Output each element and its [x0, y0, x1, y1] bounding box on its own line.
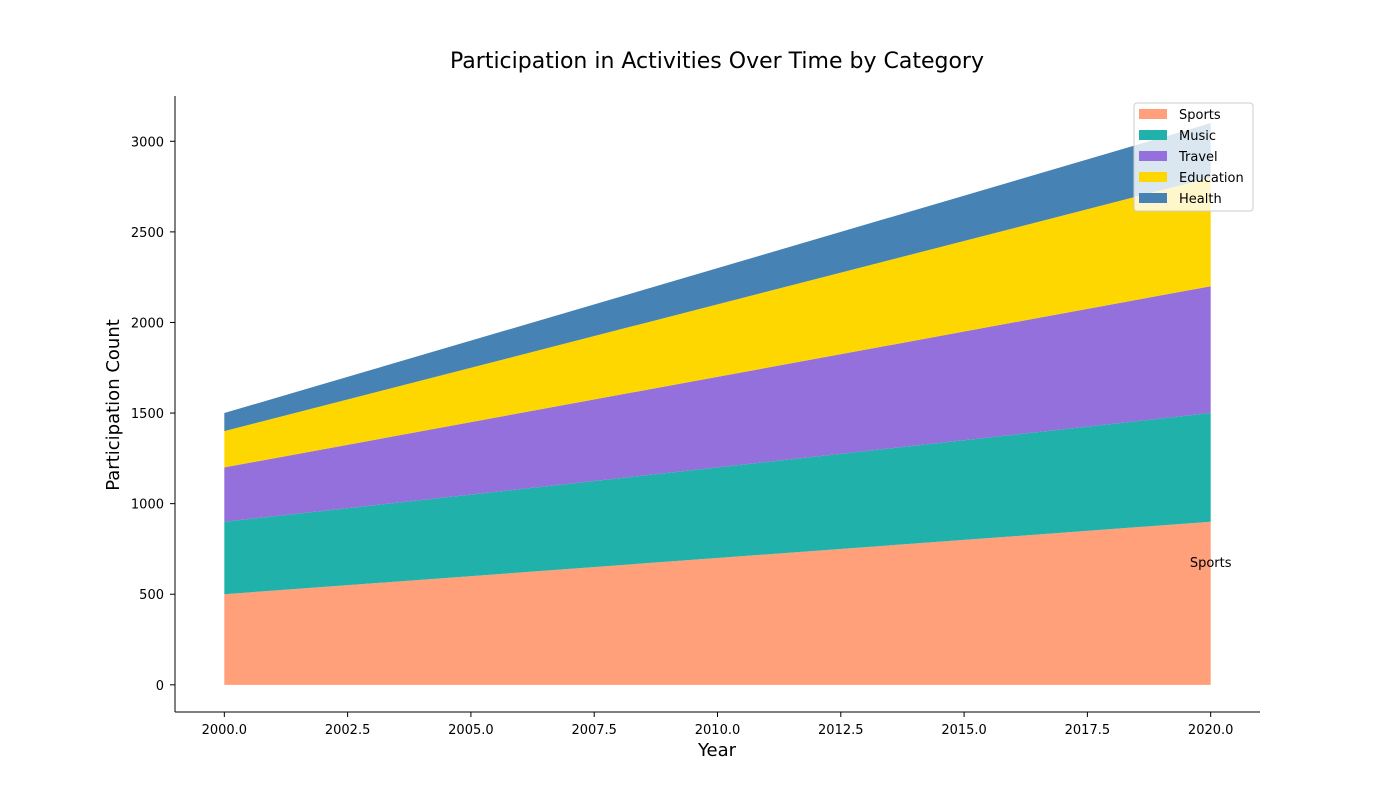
legend-label-travel: Travel — [1178, 150, 1218, 165]
x-tick-label: 2012.5 — [818, 723, 864, 738]
chart-title: Participation in Activities Over Time by… — [450, 49, 984, 74]
y-tick-label: 1500 — [131, 407, 164, 422]
x-axis-title: Year — [697, 740, 737, 761]
legend-label-sports: Sports — [1179, 108, 1221, 123]
legend: Sports Music Travel Education Health — [1133, 102, 1254, 212]
legend-label-health: Health — [1179, 192, 1222, 207]
y-axis-ticks: 0 500 1000 1500 2000 2500 3000 — [131, 135, 175, 694]
x-tick-label: 2002.5 — [325, 723, 371, 738]
legend-swatch-sports — [1139, 109, 1167, 119]
area-sports — [224, 521, 1211, 685]
legend-label-education: Education — [1179, 171, 1244, 186]
area-series-group — [224, 123, 1211, 685]
legend-swatch-travel — [1139, 151, 1167, 161]
area-health — [224, 123, 1211, 432]
y-tick-label: 1000 — [131, 498, 164, 513]
y-axis-title: Participation Count — [103, 319, 124, 491]
y-tick-label: 500 — [139, 588, 164, 603]
x-tick-label: 2010.0 — [695, 723, 741, 738]
legend-swatch-music — [1139, 130, 1167, 140]
area-music — [224, 413, 1211, 595]
area-education — [224, 177, 1211, 468]
x-axis-ticks: 2000.0 2002.5 2005.0 2007.5 2010.0 2012.5 2015… — [202, 712, 1234, 738]
annotation-label: Sports — [1190, 556, 1232, 571]
legend-swatch-education — [1139, 172, 1167, 182]
y-tick-label: 0 — [156, 679, 164, 694]
x-tick-label: 2000.0 — [202, 723, 248, 738]
y-tick-label: 2500 — [131, 226, 164, 241]
legend-label-music: Music — [1179, 129, 1216, 144]
x-tick-label: 2020.0 — [1188, 723, 1234, 738]
legend-items: Sports Music Travel Education Health — [1139, 108, 1244, 207]
x-tick-label: 2015.0 — [941, 723, 987, 738]
x-tick-label: 2017.5 — [1065, 723, 1111, 738]
legend-swatch-health — [1139, 193, 1167, 203]
annotations: Sports — [1190, 556, 1232, 571]
y-tick-label: 2000 — [131, 316, 164, 331]
y-tick-label: 3000 — [131, 135, 164, 150]
x-tick-label: 2005.0 — [448, 723, 494, 738]
area-travel — [224, 286, 1211, 522]
x-tick-label: 2007.5 — [571, 723, 617, 738]
